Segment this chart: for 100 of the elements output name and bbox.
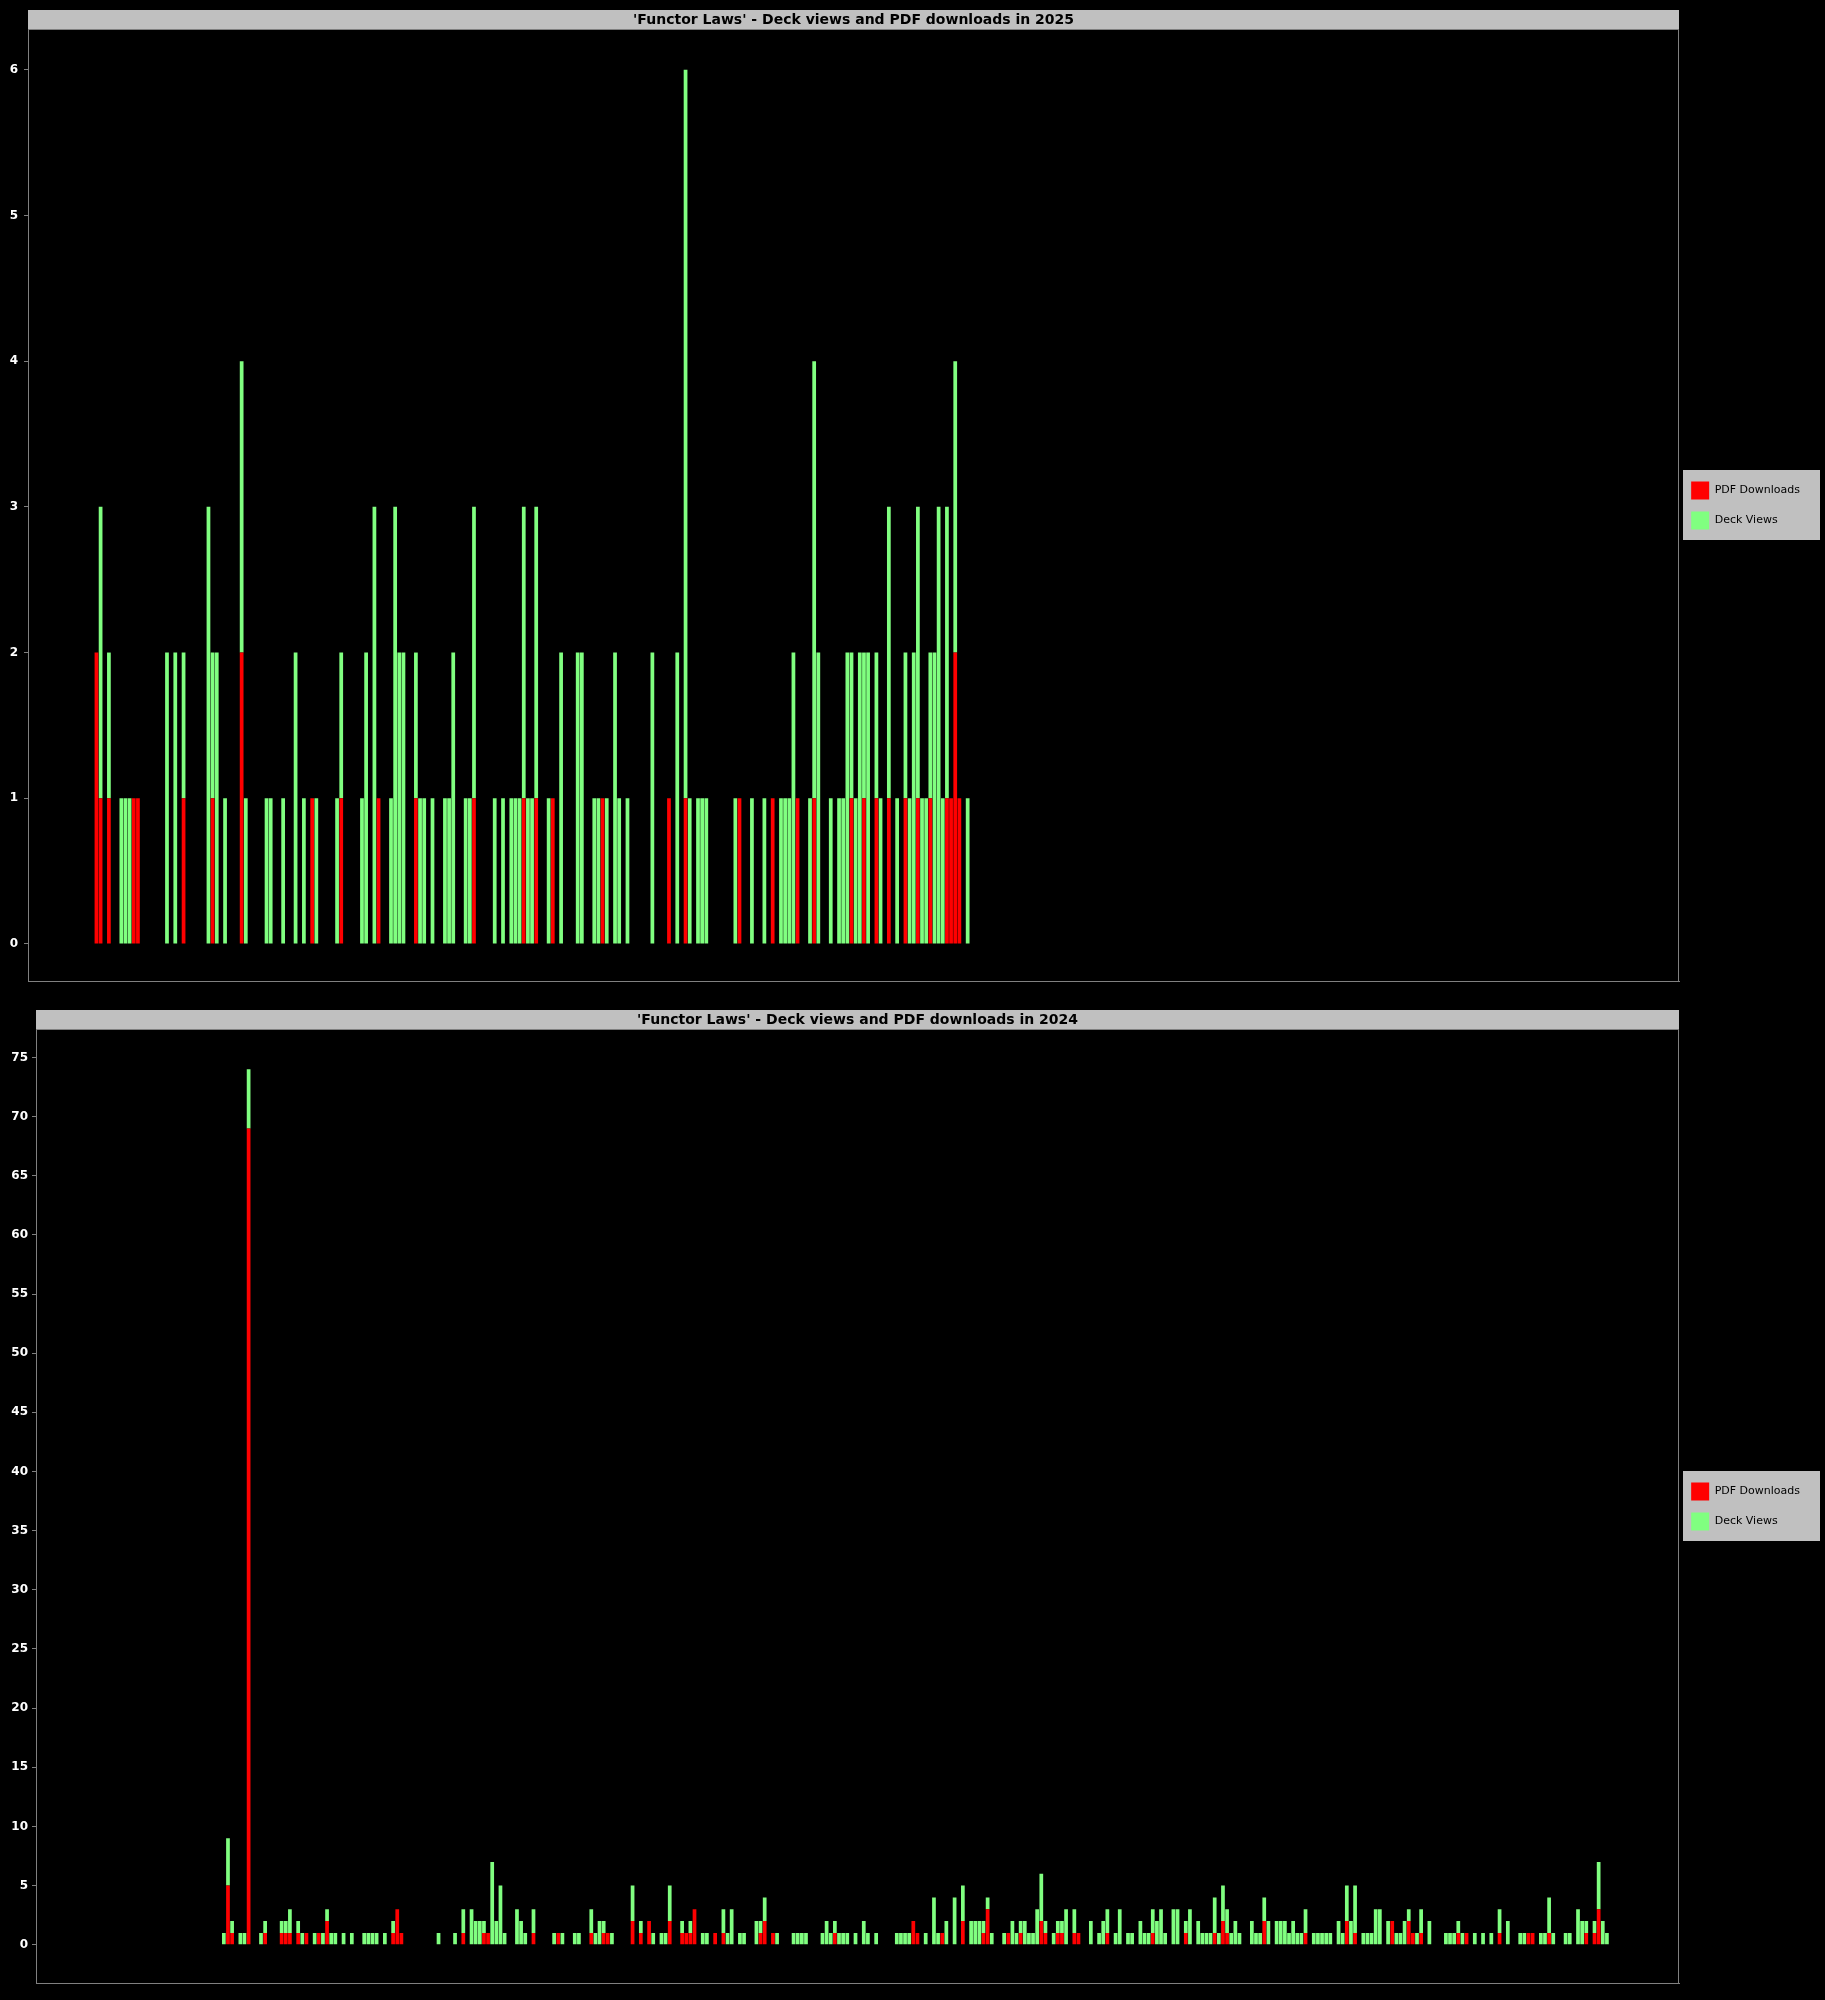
legend-label: PDF Downloads (1714, 1484, 1801, 1498)
bar (467, 798, 472, 944)
bar (335, 798, 339, 944)
bar (799, 1932, 804, 1945)
bar (1386, 1921, 1390, 1945)
bar (131, 798, 136, 944)
bar (414, 652, 418, 799)
bar (1072, 1932, 1077, 1945)
bar (700, 1932, 705, 1945)
bar (738, 1932, 742, 1945)
bar (395, 1909, 400, 1945)
bar (136, 798, 140, 944)
bar (1596, 1909, 1601, 1945)
bar (795, 1932, 800, 1945)
bar (989, 1932, 994, 1945)
bar (1183, 1932, 1188, 1945)
bar (492, 798, 497, 944)
bar (509, 798, 514, 944)
bar (895, 798, 900, 944)
bar (325, 1921, 329, 1945)
bar (552, 1932, 556, 1945)
bar (886, 506, 891, 799)
y-tick-label: 30 (11, 1581, 28, 1596)
bar (667, 1921, 672, 1945)
y-tick-label: 0 (9, 936, 18, 951)
bar (414, 798, 418, 944)
bar (845, 652, 850, 944)
bar (268, 798, 273, 944)
bar (226, 1885, 230, 1945)
bar (296, 1932, 301, 1945)
legend-label: PDF Downloads (1714, 483, 1801, 497)
y-tick-label: 15 (11, 1759, 28, 1774)
bar (1406, 1921, 1411, 1945)
bar (1060, 1932, 1064, 1945)
bar (647, 1921, 651, 1945)
bar (362, 1932, 367, 1945)
bar (605, 1932, 610, 1945)
bar (733, 798, 738, 944)
bar (907, 1932, 912, 1945)
bar (534, 798, 539, 944)
bar (961, 1885, 965, 1922)
bar (1567, 1932, 1572, 1945)
bar (1456, 1921, 1461, 1933)
bar (862, 798, 866, 944)
bar (940, 1932, 945, 1945)
bar (1188, 1909, 1192, 1945)
bar (1051, 1932, 1056, 1945)
y-tick-label: 70 (11, 1108, 28, 1123)
bar (546, 798, 551, 944)
bar (808, 798, 812, 944)
bar (1456, 1932, 1461, 1945)
bar (953, 652, 958, 944)
bar (221, 1932, 226, 1945)
bar (899, 1932, 903, 1945)
bar (127, 798, 132, 944)
bar (651, 1932, 656, 1945)
bar (1002, 1932, 1006, 1945)
y-tick-label: 4 (9, 353, 18, 368)
bar (364, 652, 368, 944)
bar (667, 1885, 672, 1922)
bar (1126, 1932, 1130, 1945)
bar (1328, 1932, 1333, 1945)
y-tick-label: 3 (9, 498, 18, 513)
bar (700, 798, 705, 944)
bar (230, 1921, 234, 1933)
bar (223, 798, 227, 944)
bar (1344, 1921, 1349, 1945)
bar (1262, 1897, 1267, 1922)
bar (302, 798, 306, 944)
bar (638, 1932, 643, 1945)
bar (750, 798, 754, 944)
bar (1505, 1921, 1510, 1945)
bar (961, 1921, 965, 1945)
bar (534, 506, 539, 799)
bar (333, 1932, 338, 1945)
bar (1055, 1921, 1060, 1933)
bar (1283, 1921, 1287, 1945)
bar (572, 1932, 577, 1945)
bar (845, 1932, 850, 1945)
bar (837, 1932, 841, 1945)
bar (965, 798, 970, 944)
bar (916, 798, 920, 944)
chart-title: 'Functor Laws' - Deck views and PDF downloads in 2025 (28, 10, 1680, 29)
bar (1543, 1932, 1547, 1945)
bar (1576, 1909, 1580, 1945)
bar (391, 1921, 395, 1933)
bar (463, 798, 468, 944)
bar (349, 1932, 354, 1945)
y-tick-label: 25 (11, 1641, 28, 1656)
bar (804, 1932, 808, 1945)
y-tick-label: 5 (9, 207, 18, 222)
bar (1481, 1932, 1485, 1945)
bar (451, 652, 456, 944)
bar (704, 798, 709, 944)
bar (911, 1921, 916, 1945)
bar (1146, 1932, 1151, 1945)
bar (515, 1909, 519, 1945)
bar (288, 1932, 292, 1945)
bar (969, 1921, 973, 1945)
bar (589, 1909, 594, 1933)
